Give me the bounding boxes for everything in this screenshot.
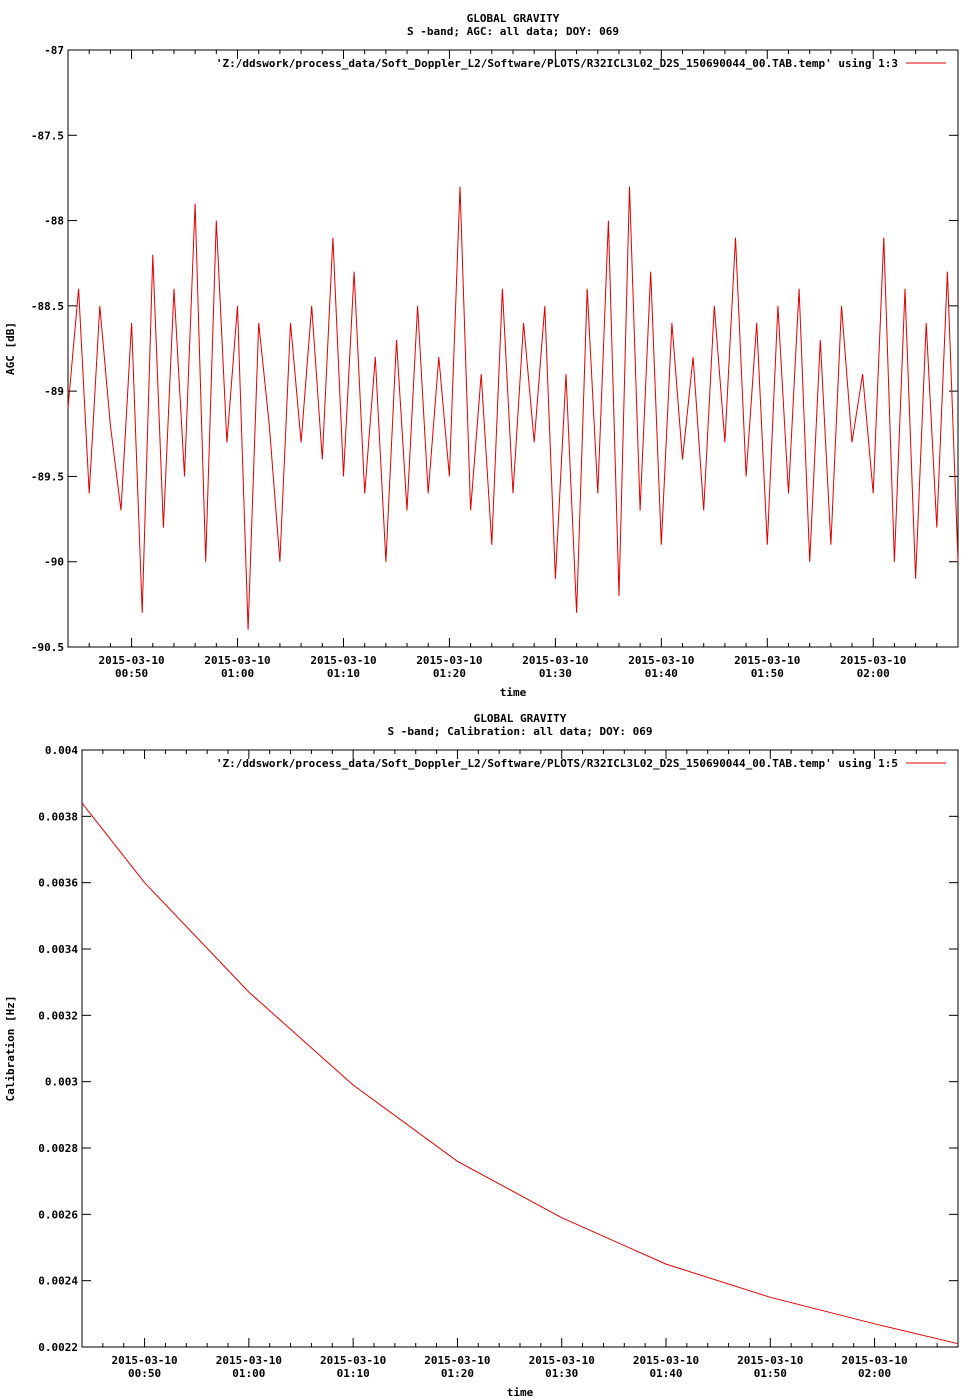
x-tick-label-date: 2015-03-10 xyxy=(522,654,588,667)
legend-label: 'Z:/ddswork/process_data/Soft_Doppler_L2… xyxy=(216,57,898,70)
x-tick-label-time: 01:10 xyxy=(327,667,360,680)
x-tick-label-date: 2015-03-10 xyxy=(320,1354,386,1367)
x-tick-label-time: 01:40 xyxy=(645,667,678,680)
x-tick-label-time: 01:50 xyxy=(751,667,784,680)
x-tick-label-date: 2015-03-10 xyxy=(841,1354,907,1367)
y-tick-label: 0.0038 xyxy=(38,810,78,823)
y-tick-label: 0.0024 xyxy=(38,1275,78,1288)
x-tick-label-date: 2015-03-10 xyxy=(310,654,376,667)
x-tick-label-time: 01:30 xyxy=(545,1367,578,1380)
plot-frame xyxy=(67,49,959,648)
chart-title: GLOBAL GRAVITY xyxy=(474,712,567,725)
x-tick-label-date: 2015-03-10 xyxy=(416,654,482,667)
x-tick-label-date: 2015-03-10 xyxy=(628,654,694,667)
chart-subtitle: S -band; Calibration: all data; DOY: 069 xyxy=(388,725,653,738)
x-tick-label-time: 02:00 xyxy=(858,1367,891,1380)
x-tick-label-date: 2015-03-10 xyxy=(734,654,800,667)
y-axis-label: Calibration [Hz] xyxy=(4,996,17,1102)
y-tick-label: -89.5 xyxy=(31,470,64,483)
x-tick-label-time: 01:30 xyxy=(539,667,572,680)
x-tick-label-date: 2015-03-10 xyxy=(424,1354,490,1367)
x-tick-label-date: 2015-03-10 xyxy=(111,1354,177,1367)
x-tick-label-time: 01:20 xyxy=(433,667,466,680)
y-tick-label: -87.5 xyxy=(31,129,64,142)
x-tick-label-date: 2015-03-10 xyxy=(840,654,906,667)
series-line-1 xyxy=(67,186,959,630)
y-tick-label: 0.004 xyxy=(45,744,78,757)
y-tick-label: -87 xyxy=(44,44,64,57)
x-tick-label-time: 01:20 xyxy=(441,1367,474,1380)
y-tick-label: 0.0036 xyxy=(38,877,78,890)
x-tick-label-time: 01:00 xyxy=(232,1367,265,1380)
series-line-1 xyxy=(81,802,959,1345)
y-tick-label: 0.003 xyxy=(45,1076,78,1089)
y-tick-label: -88 xyxy=(44,215,64,228)
x-axis-label: time xyxy=(507,1386,534,1399)
x-tick-label-time: 00:50 xyxy=(115,667,148,680)
x-tick-label-time: 01:10 xyxy=(337,1367,370,1380)
chart-subtitle: S -band; AGC: all data; DOY: 069 xyxy=(407,25,619,38)
x-tick-label-time: 02:00 xyxy=(857,667,890,680)
y-tick-label: -88.5 xyxy=(31,300,64,313)
x-axis-label: time xyxy=(500,686,527,699)
y-tick-label: 0.0032 xyxy=(38,1009,78,1022)
y-tick-label: -89 xyxy=(44,385,64,398)
x-tick-label-time: 01:00 xyxy=(221,667,254,680)
x-tick-label-date: 2015-03-10 xyxy=(98,654,164,667)
x-tick-label-time: 00:50 xyxy=(128,1367,161,1380)
x-tick-label-time: 01:50 xyxy=(754,1367,787,1380)
y-tick-label: 0.0022 xyxy=(38,1341,78,1354)
legend-label: 'Z:/ddswork/process_data/Soft_Doppler_L2… xyxy=(216,757,898,770)
y-tick-label: -90 xyxy=(44,556,64,569)
x-tick-label-date: 2015-03-10 xyxy=(737,1354,803,1367)
x-tick-label-date: 2015-03-10 xyxy=(633,1354,699,1367)
x-tick-label-date: 2015-03-10 xyxy=(216,1354,282,1367)
plot-frame xyxy=(81,749,959,1348)
chart-title: GLOBAL GRAVITY xyxy=(467,12,560,25)
y-tick-label: 0.0028 xyxy=(38,1142,78,1155)
y-axis-label: AGC [dB] xyxy=(4,322,17,375)
y-tick-label: 0.0026 xyxy=(38,1208,78,1221)
x-tick-label-date: 2015-03-10 xyxy=(529,1354,595,1367)
x-tick-label-time: 01:40 xyxy=(649,1367,682,1380)
x-tick-label-date: 2015-03-10 xyxy=(204,654,270,667)
y-tick-label: -90.5 xyxy=(31,641,64,654)
y-tick-label: 0.0034 xyxy=(38,943,78,956)
